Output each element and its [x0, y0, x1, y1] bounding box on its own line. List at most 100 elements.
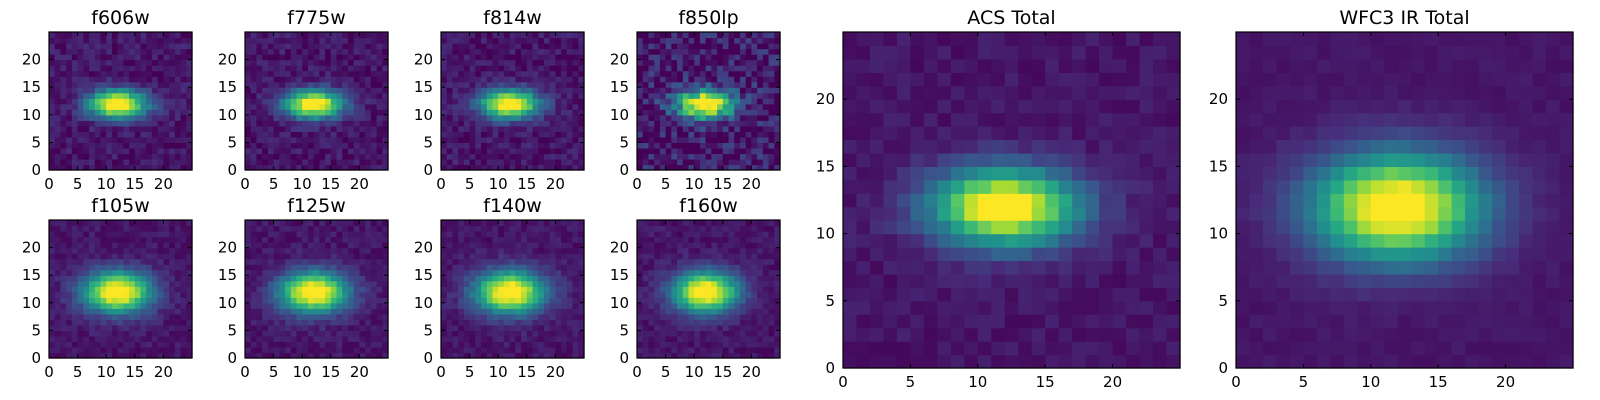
heatmap-cell	[572, 341, 579, 348]
heatmap-cell	[66, 158, 73, 166]
heatmap-cell	[54, 324, 62, 331]
heatmap-cell	[572, 286, 579, 293]
heatmap-cell	[140, 352, 147, 359]
heatmap-cell	[163, 220, 170, 227]
y-tick-label: 5	[31, 321, 41, 339]
heatmap-cell	[77, 37, 84, 44]
heatmap-cell	[694, 92, 701, 99]
heatmap-cell	[370, 158, 378, 166]
heatmap-cell	[521, 147, 528, 155]
heatmap-cell	[382, 253, 389, 260]
heatmap-cell	[66, 352, 73, 359]
heatmap-cell	[486, 225, 494, 232]
heatmap-cell	[129, 164, 136, 171]
heatmap-cell	[768, 153, 775, 160]
heatmap-cell	[578, 59, 585, 66]
heatmap-cell	[250, 313, 258, 320]
heatmap-cell	[60, 164, 67, 171]
heatmap-cell	[555, 242, 562, 249]
heatmap-cell	[469, 313, 476, 320]
heatmap-cell	[498, 70, 505, 77]
heatmap-cell	[342, 43, 349, 50]
heatmap-cell	[555, 164, 562, 171]
heatmap-cell	[111, 286, 119, 293]
heatmap-cell	[677, 286, 684, 293]
heatmap-cell	[572, 158, 579, 166]
heatmap-cell	[521, 109, 528, 116]
heatmap-cell	[515, 313, 522, 320]
heatmap-cell	[359, 158, 366, 166]
y-tick-label: 15	[22, 266, 41, 284]
heatmap-cell	[486, 258, 494, 265]
heatmap-cell	[648, 308, 655, 315]
heatmap-cell	[475, 120, 482, 127]
heatmap-cell	[100, 131, 107, 138]
heatmap-cell	[353, 92, 360, 99]
heatmap-cell	[475, 59, 482, 66]
heatmap-cell	[682, 280, 690, 287]
heatmap-cell	[503, 335, 511, 343]
heatmap-cell	[441, 65, 448, 72]
heatmap-cell	[174, 297, 182, 304]
heatmap-cell	[648, 48, 655, 55]
heatmap-cell	[89, 48, 96, 55]
heatmap-cell	[441, 87, 448, 94]
heatmap-cell	[163, 43, 170, 50]
heatmap-cell	[174, 87, 182, 94]
heatmap-cell	[347, 253, 355, 260]
heatmap-cell	[762, 330, 770, 337]
heatmap-cell	[66, 330, 73, 337]
heatmap-cell	[682, 291, 690, 298]
heatmap-cell	[498, 87, 505, 94]
heatmap-cell	[728, 32, 735, 39]
heatmap-cell	[481, 164, 488, 171]
heatmap-cell	[572, 291, 579, 298]
heatmap-cell	[250, 76, 258, 83]
heatmap-cell	[682, 120, 690, 127]
heatmap-cell	[273, 164, 280, 171]
heatmap-cell	[441, 37, 448, 44]
heatmap-cell	[296, 153, 303, 160]
heatmap-cell	[549, 158, 556, 166]
heatmap-cell	[129, 297, 136, 304]
heatmap-cell	[549, 65, 556, 72]
heatmap-cell	[180, 120, 187, 127]
heatmap-cell	[463, 32, 471, 39]
heatmap-cell	[347, 352, 355, 359]
heatmap-cell	[441, 131, 448, 138]
heatmap-cell	[285, 297, 292, 304]
heatmap-cell	[757, 324, 764, 331]
heatmap-cell	[151, 286, 159, 293]
heatmap-cell	[256, 164, 263, 171]
heatmap-cell	[353, 114, 360, 121]
heatmap-cell	[521, 131, 528, 138]
heatmap-cell	[54, 319, 62, 326]
heatmap-cell	[728, 131, 735, 138]
heatmap-cell	[307, 247, 315, 254]
heatmap-cell	[54, 81, 62, 88]
heatmap-cell	[307, 231, 315, 238]
heatmap-cell	[77, 242, 84, 249]
heatmap-cell	[89, 158, 96, 166]
heatmap-cell	[325, 253, 332, 260]
heatmap-cell	[60, 76, 67, 83]
heatmap-cell	[446, 335, 454, 343]
heatmap-cell	[538, 136, 545, 143]
heatmap-cell	[446, 264, 454, 271]
heatmap-cell	[77, 269, 84, 276]
heatmap-cell	[83, 346, 90, 354]
heatmap-cell	[365, 220, 372, 227]
heatmap-cell	[637, 269, 644, 276]
heatmap-cell	[262, 32, 269, 39]
heatmap-cell	[526, 346, 534, 354]
heatmap-cell	[140, 59, 147, 66]
heatmap-cell	[648, 114, 655, 121]
heatmap-cell	[140, 120, 147, 127]
heatmap-cell	[458, 158, 465, 166]
heatmap-cell	[382, 48, 389, 55]
heatmap-cell	[296, 103, 303, 110]
heatmap-cell	[134, 65, 142, 72]
heatmap-cell	[734, 291, 741, 298]
heatmap-cell	[359, 103, 366, 110]
heatmap-cell	[578, 330, 585, 337]
